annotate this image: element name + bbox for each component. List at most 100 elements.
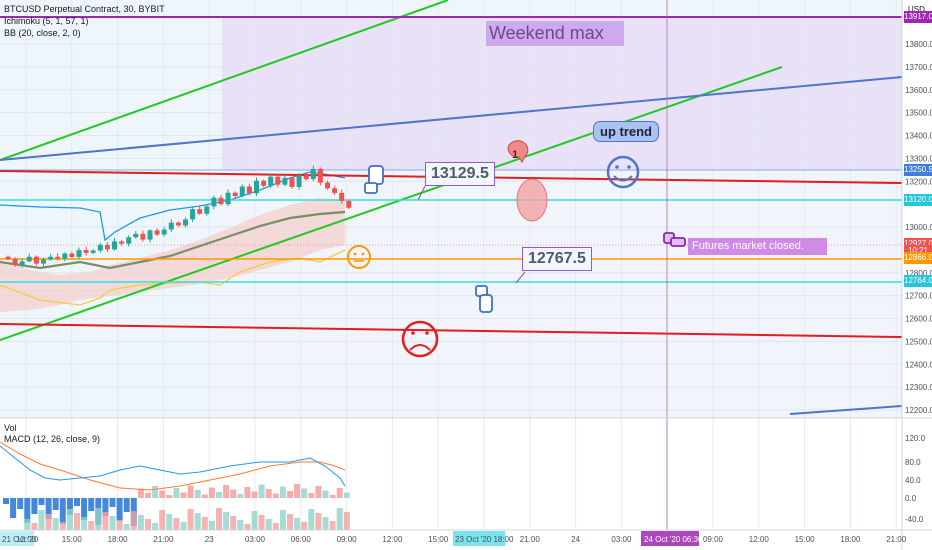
candle-body bbox=[97, 244, 103, 251]
candle-body bbox=[275, 176, 281, 185]
candle-body bbox=[175, 222, 181, 226]
candle-body bbox=[5, 256, 11, 260]
sad-face-icon[interactable] bbox=[401, 320, 439, 358]
candle-body bbox=[140, 233, 146, 240]
histogram-bar bbox=[265, 489, 272, 498]
numbered-marker[interactable]: 1 bbox=[507, 140, 529, 164]
candle-body bbox=[261, 180, 267, 186]
volume-bar bbox=[301, 522, 308, 530]
price-tick-label: 13800.0 bbox=[905, 40, 932, 49]
volume-bar bbox=[244, 524, 251, 530]
histogram-bar bbox=[301, 488, 308, 498]
thumbs-up-icon[interactable] bbox=[475, 285, 493, 313]
histogram-bar bbox=[244, 487, 251, 498]
price-tick-label: 12700.0 bbox=[905, 292, 932, 301]
histogram-bar bbox=[152, 486, 159, 498]
vol-legend[interactable]: Vol bbox=[4, 423, 17, 433]
histogram-bar bbox=[279, 486, 286, 498]
histogram-bar bbox=[294, 484, 301, 498]
volume-bar bbox=[95, 508, 102, 530]
histogram-bar bbox=[336, 488, 343, 498]
volume-bar bbox=[223, 512, 230, 530]
macd-axis[interactable]: 120.0 80.0 40.0 0.0 -40.0 bbox=[905, 434, 926, 524]
bb-legend[interactable]: BB (20, close, 2, 0) bbox=[4, 28, 81, 38]
candle-body bbox=[211, 197, 217, 207]
macd-tick-label: 80.0 bbox=[905, 458, 921, 467]
price-tick-label: 12800.0 bbox=[905, 269, 932, 278]
blue-trendline[interactable] bbox=[0, 76, 903, 161]
volume-bar bbox=[52, 518, 59, 530]
blue-trendline-lower[interactable] bbox=[789, 405, 903, 415]
price-tick-label: 13400.0 bbox=[905, 132, 932, 141]
macd-histogram bbox=[3, 484, 350, 530]
volume-bar bbox=[109, 516, 116, 530]
histogram-bar bbox=[10, 498, 17, 518]
volume-bar bbox=[166, 514, 173, 530]
histogram-bar bbox=[74, 498, 80, 506]
candle-body bbox=[33, 256, 39, 264]
candle-body bbox=[48, 256, 54, 260]
histogram-bar bbox=[137, 488, 144, 498]
candle-body bbox=[282, 177, 288, 185]
weekend-max-label[interactable]: Weekend max bbox=[486, 21, 624, 46]
volume-bar bbox=[329, 521, 336, 530]
pointing-hand-icon[interactable] bbox=[663, 232, 686, 247]
callout-high-pointer bbox=[417, 185, 426, 201]
histogram-bar bbox=[102, 498, 109, 516]
ichimoku-legend[interactable]: Ichimoku (5, 1, 57, 1) bbox=[4, 16, 89, 26]
symbol-title[interactable]: BTCUSD Perpetual Contract, 30, BYBIT bbox=[4, 4, 165, 14]
candle-body bbox=[62, 253, 68, 259]
histogram-bar bbox=[187, 485, 194, 498]
time-tick-label: 03:00 bbox=[245, 535, 266, 544]
futures-closed-label[interactable]: Futures market closed. bbox=[688, 238, 827, 255]
histogram-bar bbox=[308, 493, 315, 498]
macd-legend[interactable]: MACD (12, 26, close, 9) bbox=[4, 434, 101, 444]
histogram-bar bbox=[173, 488, 180, 498]
candle-body bbox=[239, 186, 245, 197]
volume-bar bbox=[152, 523, 159, 530]
volume-bar bbox=[102, 512, 109, 530]
smiley-face-icon[interactable] bbox=[606, 155, 640, 189]
histogram-bar bbox=[66, 498, 73, 515]
price-tag: 13250.5 bbox=[904, 163, 932, 176]
candle-body bbox=[339, 192, 345, 201]
price-tag: 12764.0 bbox=[904, 274, 932, 287]
up-trend-bubble[interactable]: up trend bbox=[593, 121, 659, 142]
candle-body bbox=[104, 244, 110, 250]
candle-body bbox=[147, 230, 153, 240]
volume-bar bbox=[287, 514, 293, 530]
green-channel-upper[interactable] bbox=[0, 0, 449, 161]
volume-bar bbox=[272, 523, 279, 530]
time-tick-label: 12:00 bbox=[16, 535, 37, 544]
candle-body bbox=[190, 209, 196, 220]
macd-tick-label: 120.0 bbox=[905, 434, 926, 443]
red-support-line[interactable] bbox=[0, 323, 903, 338]
neutral-face-icon[interactable] bbox=[347, 245, 371, 269]
thumbs-down-icon[interactable] bbox=[364, 165, 384, 194]
volume-bar bbox=[258, 515, 265, 530]
histogram-bar bbox=[166, 495, 173, 498]
candle-body bbox=[183, 219, 188, 226]
volume-bar bbox=[81, 517, 88, 530]
callout-high[interactable]: 13129.5 bbox=[425, 162, 495, 186]
green-trendline[interactable] bbox=[0, 66, 783, 341]
candle-body bbox=[83, 250, 89, 253]
histogram-bar bbox=[287, 491, 293, 498]
volume-bar bbox=[294, 518, 301, 530]
time-tick-label: 24 bbox=[571, 535, 580, 544]
ellipse-marker[interactable] bbox=[516, 178, 548, 222]
histogram-bar bbox=[24, 498, 31, 523]
time-tick-label: 15:00 bbox=[428, 535, 449, 544]
price-axis[interactable]: 13800.0 13700.0 13600.0 13500.0 13400.0 13300… bbox=[905, 40, 932, 415]
histogram-bar bbox=[208, 487, 215, 498]
callout-low[interactable]: 12767.5 bbox=[522, 247, 592, 271]
price-tag: 12866.0 bbox=[904, 251, 932, 264]
time-chip-left-text: 21 Oct '20 bbox=[2, 535, 39, 544]
candle-body bbox=[218, 197, 224, 205]
histogram-bar bbox=[251, 491, 258, 498]
histogram-bar bbox=[315, 486, 322, 498]
volume-bar bbox=[74, 513, 80, 530]
candle-body bbox=[332, 188, 338, 193]
